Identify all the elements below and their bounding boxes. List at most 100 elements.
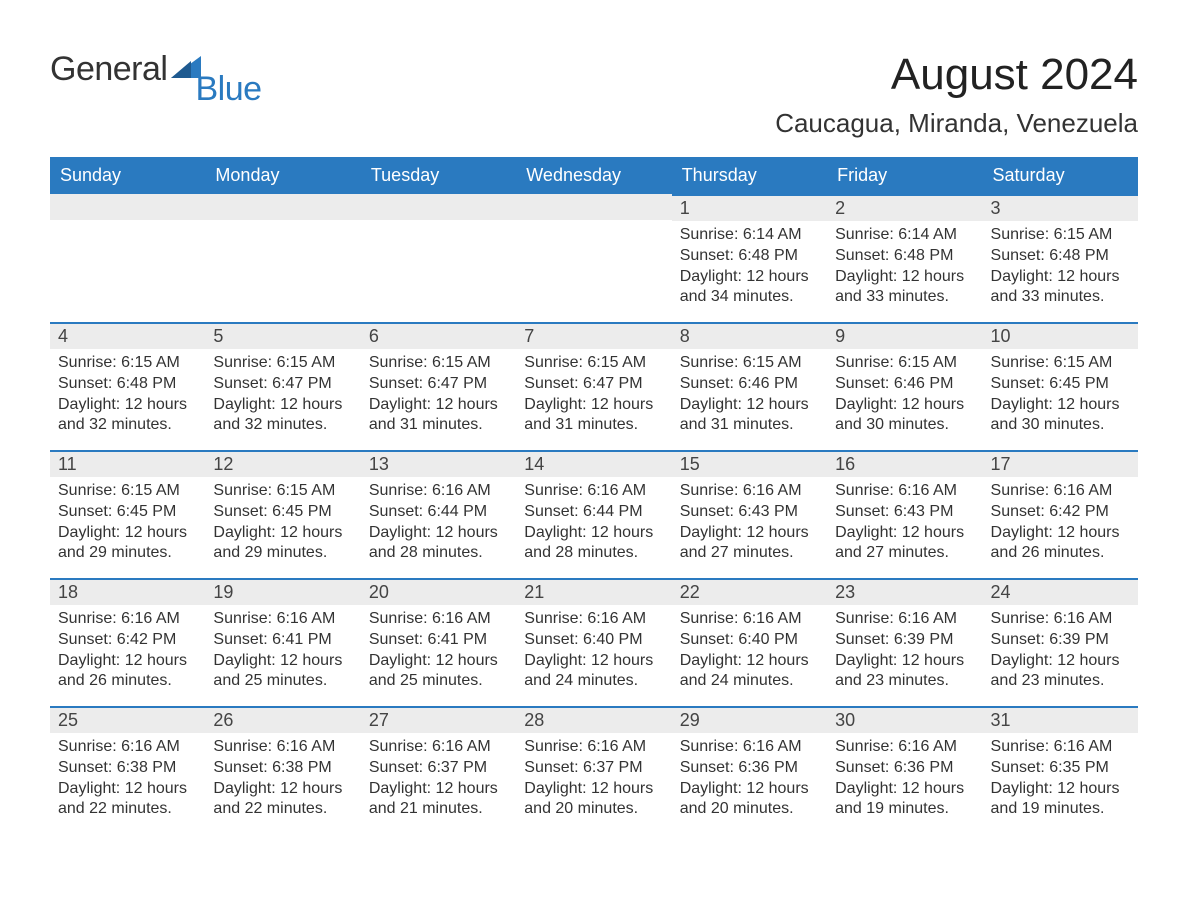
day-number: 14 (516, 450, 671, 477)
sunset-text: Sunset: 6:44 PM (369, 502, 508, 523)
day-number: 21 (516, 578, 671, 605)
day-details: Sunrise: 6:16 AMSunset: 6:41 PMDaylight:… (361, 605, 516, 692)
sunset-text: Sunset: 6:47 PM (369, 374, 508, 395)
day-number: 1 (672, 194, 827, 221)
day-details: Sunrise: 6:16 AMSunset: 6:35 PMDaylight:… (983, 733, 1138, 820)
day-cell: 21Sunrise: 6:16 AMSunset: 6:40 PMDayligh… (516, 578, 671, 706)
weekday-wednesday: Wednesday (516, 157, 671, 194)
sunset-text: Sunset: 6:48 PM (680, 246, 819, 267)
day-details: Sunrise: 6:16 AMSunset: 6:44 PMDaylight:… (361, 477, 516, 564)
daylight-text: Daylight: 12 hours and 29 minutes. (58, 523, 197, 565)
sunrise-text: Sunrise: 6:14 AM (680, 225, 819, 246)
sunrise-text: Sunrise: 6:15 AM (58, 353, 197, 374)
daylight-text: Daylight: 12 hours and 30 minutes. (991, 395, 1130, 437)
day-number: 18 (50, 578, 205, 605)
daylight-text: Daylight: 12 hours and 23 minutes. (991, 651, 1130, 693)
sunrise-text: Sunrise: 6:15 AM (991, 225, 1130, 246)
sunset-text: Sunset: 6:39 PM (835, 630, 974, 651)
day-details: Sunrise: 6:15 AMSunset: 6:48 PMDaylight:… (983, 221, 1138, 308)
day-details: Sunrise: 6:16 AMSunset: 6:37 PMDaylight:… (516, 733, 671, 820)
day-details: Sunrise: 6:15 AMSunset: 6:45 PMDaylight:… (205, 477, 360, 564)
sunrise-text: Sunrise: 6:16 AM (835, 737, 974, 758)
day-cell: 13Sunrise: 6:16 AMSunset: 6:44 PMDayligh… (361, 450, 516, 578)
sunset-text: Sunset: 6:45 PM (991, 374, 1130, 395)
weekday-tuesday: Tuesday (361, 157, 516, 194)
sunrise-text: Sunrise: 6:14 AM (835, 225, 974, 246)
day-details: Sunrise: 6:15 AMSunset: 6:46 PMDaylight:… (672, 349, 827, 436)
sunrise-text: Sunrise: 6:15 AM (58, 481, 197, 502)
sunrise-text: Sunrise: 6:16 AM (680, 609, 819, 630)
day-number: 7 (516, 322, 671, 349)
weekday-saturday: Saturday (983, 157, 1138, 194)
day-number: 26 (205, 706, 360, 733)
day-details: Sunrise: 6:16 AMSunset: 6:39 PMDaylight:… (827, 605, 982, 692)
day-details: Sunrise: 6:16 AMSunset: 6:40 PMDaylight:… (516, 605, 671, 692)
sunrise-text: Sunrise: 6:15 AM (213, 353, 352, 374)
day-details: Sunrise: 6:16 AMSunset: 6:41 PMDaylight:… (205, 605, 360, 692)
daylight-text: Daylight: 12 hours and 19 minutes. (991, 779, 1130, 821)
brand-text-blue: Blue (195, 70, 261, 109)
daylight-text: Daylight: 12 hours and 24 minutes. (524, 651, 663, 693)
day-number: 23 (827, 578, 982, 605)
week-row: 4Sunrise: 6:15 AMSunset: 6:48 PMDaylight… (50, 322, 1138, 450)
sunrise-text: Sunrise: 6:16 AM (991, 737, 1130, 758)
sunset-text: Sunset: 6:37 PM (369, 758, 508, 779)
day-number: 2 (827, 194, 982, 221)
day-number: 5 (205, 322, 360, 349)
sunrise-text: Sunrise: 6:15 AM (835, 353, 974, 374)
day-cell: 18Sunrise: 6:16 AMSunset: 6:42 PMDayligh… (50, 578, 205, 706)
daylight-text: Daylight: 12 hours and 26 minutes. (58, 651, 197, 693)
day-cell: 7Sunrise: 6:15 AMSunset: 6:47 PMDaylight… (516, 322, 671, 450)
sunrise-text: Sunrise: 6:16 AM (58, 737, 197, 758)
sunrise-text: Sunrise: 6:16 AM (680, 737, 819, 758)
day-details: Sunrise: 6:16 AMSunset: 6:43 PMDaylight:… (827, 477, 982, 564)
daylight-text: Daylight: 12 hours and 33 minutes. (991, 267, 1130, 309)
day-cell: 27Sunrise: 6:16 AMSunset: 6:37 PMDayligh… (361, 706, 516, 834)
sunset-text: Sunset: 6:41 PM (213, 630, 352, 651)
day-number: 25 (50, 706, 205, 733)
day-cell: 29Sunrise: 6:16 AMSunset: 6:36 PMDayligh… (672, 706, 827, 834)
day-number: 16 (827, 450, 982, 477)
sunset-text: Sunset: 6:48 PM (835, 246, 974, 267)
sunrise-text: Sunrise: 6:16 AM (835, 481, 974, 502)
sunrise-text: Sunrise: 6:15 AM (524, 353, 663, 374)
day-cell (50, 194, 205, 322)
day-details: Sunrise: 6:16 AMSunset: 6:38 PMDaylight:… (50, 733, 205, 820)
day-details: Sunrise: 6:16 AMSunset: 6:38 PMDaylight:… (205, 733, 360, 820)
day-details: Sunrise: 6:15 AMSunset: 6:45 PMDaylight:… (983, 349, 1138, 436)
daylight-text: Daylight: 12 hours and 27 minutes. (835, 523, 974, 565)
sunset-text: Sunset: 6:43 PM (835, 502, 974, 523)
sunrise-text: Sunrise: 6:16 AM (524, 609, 663, 630)
day-details: Sunrise: 6:16 AMSunset: 6:42 PMDaylight:… (50, 605, 205, 692)
day-cell (205, 194, 360, 322)
daylight-text: Daylight: 12 hours and 23 minutes. (835, 651, 974, 693)
day-cell: 14Sunrise: 6:16 AMSunset: 6:44 PMDayligh… (516, 450, 671, 578)
sunrise-text: Sunrise: 6:16 AM (213, 609, 352, 630)
week-row: 18Sunrise: 6:16 AMSunset: 6:42 PMDayligh… (50, 578, 1138, 706)
calendar: SundayMondayTuesdayWednesdayThursdayFrid… (50, 157, 1138, 834)
sunrise-text: Sunrise: 6:16 AM (58, 609, 197, 630)
day-cell: 30Sunrise: 6:16 AMSunset: 6:36 PMDayligh… (827, 706, 982, 834)
daylight-text: Daylight: 12 hours and 21 minutes. (369, 779, 508, 821)
day-cell: 20Sunrise: 6:16 AMSunset: 6:41 PMDayligh… (361, 578, 516, 706)
day-number: 20 (361, 578, 516, 605)
day-number: 11 (50, 450, 205, 477)
sunrise-text: Sunrise: 6:16 AM (991, 481, 1130, 502)
daylight-text: Daylight: 12 hours and 19 minutes. (835, 779, 974, 821)
day-cell: 4Sunrise: 6:15 AMSunset: 6:48 PMDaylight… (50, 322, 205, 450)
weekday-monday: Monday (205, 157, 360, 194)
sunset-text: Sunset: 6:46 PM (835, 374, 974, 395)
day-number: 15 (672, 450, 827, 477)
brand-logo: General Blue (50, 50, 262, 109)
day-number: 22 (672, 578, 827, 605)
daylight-text: Daylight: 12 hours and 26 minutes. (991, 523, 1130, 565)
day-number: 13 (361, 450, 516, 477)
title-block: August 2024 Caucagua, Miranda, Venezuela (775, 50, 1138, 139)
day-cell: 23Sunrise: 6:16 AMSunset: 6:39 PMDayligh… (827, 578, 982, 706)
day-number: 28 (516, 706, 671, 733)
daylight-text: Daylight: 12 hours and 22 minutes. (58, 779, 197, 821)
sunset-text: Sunset: 6:39 PM (991, 630, 1130, 651)
day-cell: 16Sunrise: 6:16 AMSunset: 6:43 PMDayligh… (827, 450, 982, 578)
daylight-text: Daylight: 12 hours and 22 minutes. (213, 779, 352, 821)
sunset-text: Sunset: 6:43 PM (680, 502, 819, 523)
